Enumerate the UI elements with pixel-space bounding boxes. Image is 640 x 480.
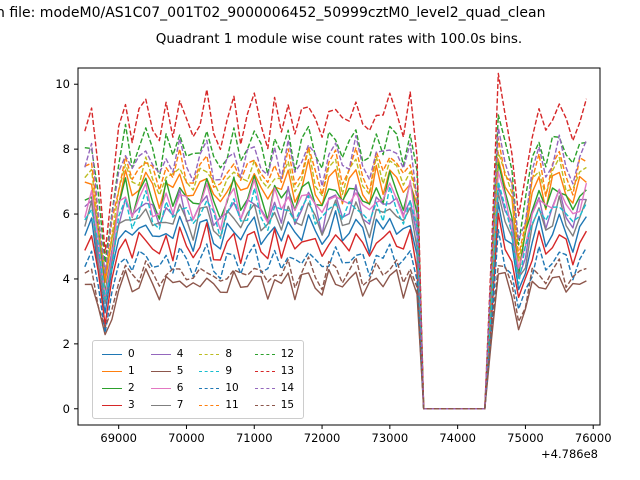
series-line-13: [84, 72, 588, 410]
legend-item-14: 14: [254, 380, 295, 396]
legend-label: 5: [176, 365, 184, 377]
x-tick-label: 69000: [100, 431, 137, 445]
series-line-3: [84, 212, 588, 410]
legend-item-2: 2: [102, 380, 135, 396]
y-tick-label: 8: [63, 142, 70, 156]
legend-item-11: 11: [199, 397, 239, 413]
legend-label: 10: [225, 382, 239, 394]
y-tick-label: 2: [63, 337, 70, 351]
legend-line-sample: [199, 370, 220, 372]
legend-item-10: 10: [199, 380, 239, 396]
legend-item-0: 0: [102, 346, 135, 362]
legend-line-sample: [102, 370, 122, 372]
legend-label: 11: [225, 399, 239, 411]
y-tick-label: 4: [63, 272, 70, 286]
series-line-5: [84, 268, 587, 410]
legend-line-sample: [254, 404, 275, 406]
legend-item-8: 8: [199, 346, 238, 362]
legend-line-sample: [102, 353, 122, 355]
legend-label: 8: [225, 348, 233, 360]
legend-item-9: 9: [199, 363, 238, 379]
legend-label: 4: [176, 348, 184, 360]
legend-label: 14: [280, 382, 295, 394]
x-axis-offset-label: +4.786e8: [541, 447, 598, 461]
y-tick-label: 0: [63, 402, 70, 416]
series-line-11: [84, 137, 587, 410]
legend-item-15: 15: [254, 397, 295, 413]
legend-label: 9: [225, 365, 233, 377]
series-line-2: [84, 161, 587, 410]
legend-item-12: 12: [254, 346, 295, 362]
legend-label: 7: [176, 399, 184, 411]
legend-line-sample: [254, 353, 275, 355]
series-line-9: [84, 181, 588, 410]
series-line-6: [84, 171, 588, 410]
legend-item-3: 3: [102, 397, 135, 413]
legend-line-sample: [199, 353, 220, 355]
legend-label: 6: [176, 382, 184, 394]
x-tick-label: 73000: [372, 431, 409, 445]
x-tick-label: 74000: [439, 431, 476, 445]
x-tick-label: 76000: [575, 431, 612, 445]
legend-line-sample: [199, 404, 220, 406]
y-tick-label: 10: [55, 77, 70, 91]
legend-line-sample: [150, 387, 171, 389]
legend-label: 13: [280, 365, 295, 377]
legend-line-sample: [102, 387, 122, 389]
figure-suptitle: n file: modeM0/AS1C07_001T02_9000006452_…: [0, 5, 546, 21]
legend-item-13: 13: [254, 363, 295, 379]
series-line-1: [84, 158, 587, 410]
series-line-14: [84, 127, 588, 410]
axes-frame: [77, 67, 601, 426]
legend-line-sample: [199, 387, 220, 389]
legend-item-6: 6: [150, 380, 184, 396]
legend-item-5: 5: [150, 363, 184, 379]
legend-line-sample: [150, 404, 171, 406]
legend-line-sample: [254, 387, 275, 389]
legend-item-4: 4: [150, 346, 184, 362]
y-tick-label: 6: [63, 207, 70, 221]
legend-item-1: 1: [102, 363, 135, 379]
series-line-15: [84, 256, 587, 410]
legend-label: 0: [128, 348, 135, 360]
legend-line-sample: [150, 370, 171, 372]
legend-label: 1: [128, 365, 135, 377]
legend-label: 3: [128, 399, 135, 411]
legend-line-sample: [102, 404, 122, 406]
x-tick-label: 72000: [304, 431, 341, 445]
x-tick-label: 71000: [236, 431, 273, 445]
series-line-7: [84, 192, 588, 410]
legend-label: 15: [280, 399, 295, 411]
legend-line-sample: [150, 353, 171, 355]
series-line-0: [84, 201, 587, 410]
legend-item-7: 7: [150, 397, 184, 413]
series-line-4: [84, 184, 587, 410]
x-tick-label: 70000: [168, 431, 205, 445]
x-tick-label: 75000: [507, 431, 544, 445]
legend-label: 12: [280, 348, 295, 360]
legend-line-sample: [254, 370, 275, 372]
axes-title: Quadrant 1 module wise count rates with …: [155, 31, 523, 47]
legend: 0 1 2 3 4 5 6 7 8 9 10 11 12 13 14 15: [92, 340, 305, 419]
series-line-10: [84, 229, 588, 410]
legend-label: 2: [128, 382, 135, 394]
series-line-12: [84, 114, 587, 410]
